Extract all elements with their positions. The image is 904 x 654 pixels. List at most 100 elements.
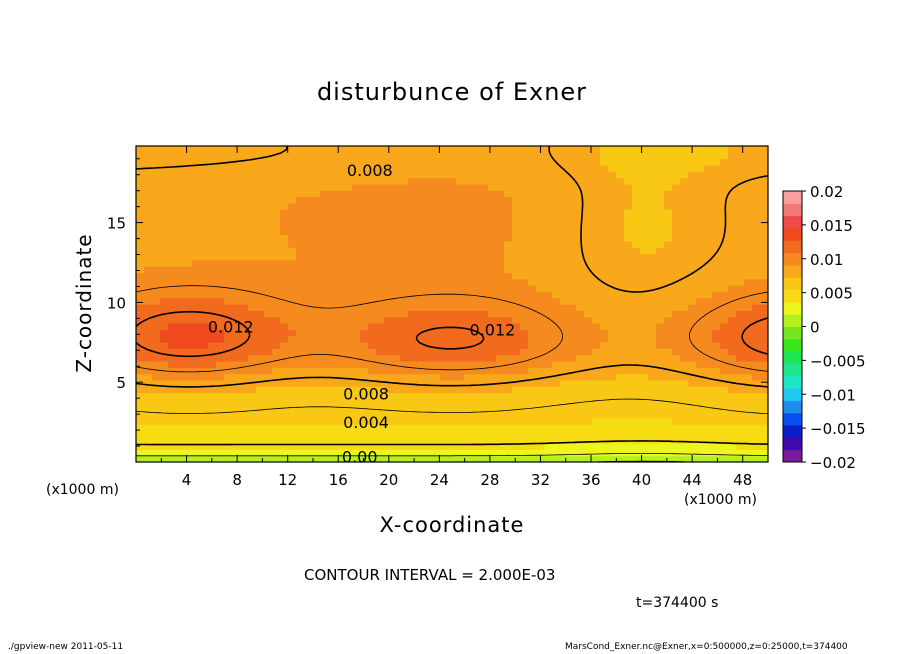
contour-cell — [480, 209, 489, 217]
contour-cell — [352, 215, 361, 223]
contour-cell — [528, 411, 537, 419]
contour-cell — [184, 152, 193, 160]
contour-cell — [752, 354, 761, 362]
contour-cell — [464, 405, 473, 413]
contour-cell — [576, 177, 585, 185]
contour-cell — [312, 310, 321, 318]
contour-cell — [528, 379, 537, 387]
contour-cell — [640, 272, 649, 280]
contour-cell — [632, 310, 641, 318]
contour-cell — [288, 171, 297, 179]
contour-cell — [328, 316, 337, 324]
contour-cell — [704, 196, 713, 204]
contour-cell — [720, 297, 729, 305]
contour-cell — [736, 209, 745, 217]
contour-cell — [720, 443, 729, 450]
contour-cell — [400, 278, 409, 286]
contour-cell — [232, 183, 241, 191]
contour-cell — [216, 164, 225, 172]
contour-cell — [152, 247, 161, 255]
contour-cell — [384, 164, 393, 172]
contour-cell — [408, 240, 417, 248]
contour-cell — [392, 221, 401, 229]
contour-cell — [496, 417, 505, 425]
contour-cell — [264, 297, 273, 305]
contour-cell — [248, 436, 257, 444]
contour-cell — [408, 436, 417, 444]
contour-cell — [568, 234, 577, 242]
contour-cell — [136, 316, 145, 324]
contour-cell — [744, 266, 753, 273]
contour-cell — [408, 152, 417, 160]
contour-cell — [584, 398, 593, 406]
contour-cell — [416, 455, 425, 462]
contour-cell — [168, 304, 177, 311]
contour-cell — [360, 158, 369, 166]
contour-cell — [480, 253, 489, 261]
contour-cell — [728, 392, 737, 400]
contour-cell — [288, 164, 297, 172]
contour-cell — [368, 424, 377, 431]
contour-cell — [648, 348, 657, 356]
contour-cell — [160, 379, 169, 387]
contour-cell — [288, 443, 297, 450]
contour-cell — [664, 367, 673, 375]
contour-cell — [464, 190, 473, 198]
contour-cell — [464, 335, 473, 343]
contour-cell — [256, 386, 265, 394]
contour-cell — [576, 278, 585, 286]
contour-cell — [688, 221, 697, 229]
contour-cell — [536, 348, 545, 356]
contour-cell — [240, 158, 249, 166]
contour-cell — [176, 297, 185, 305]
contour-cell — [152, 297, 161, 305]
contour-cell — [272, 234, 281, 242]
contour-cell — [224, 443, 233, 450]
contour-cell — [728, 386, 737, 394]
contour-cell — [424, 354, 433, 362]
contour-cell — [680, 341, 689, 349]
contour-cell — [240, 373, 249, 381]
contour-cell — [264, 234, 273, 242]
contour-cell — [192, 367, 201, 375]
contour-cell — [408, 215, 417, 223]
contour-cell — [600, 367, 609, 375]
contour-cell — [760, 417, 768, 425]
contour-cell — [608, 291, 617, 299]
contour-cell — [624, 424, 633, 431]
contour-cell — [152, 196, 161, 204]
contour-cell — [288, 240, 297, 248]
contour-cell — [664, 177, 673, 185]
contour-cell — [728, 234, 737, 242]
contour-cell — [512, 348, 521, 356]
contour-cell — [608, 360, 617, 368]
contour-cell — [520, 171, 529, 179]
contour-cell — [368, 164, 377, 172]
contour-cell — [752, 379, 761, 387]
contour-cell — [648, 158, 657, 166]
contour-cell — [680, 386, 689, 394]
contour-cell — [264, 164, 273, 172]
contour-cell — [504, 253, 513, 261]
contour-cell — [584, 259, 593, 267]
contour-cell — [360, 228, 369, 236]
contour-cell — [504, 215, 513, 223]
contour-cell — [184, 367, 193, 375]
contour-cell — [344, 455, 353, 462]
contour-cell — [584, 196, 593, 204]
contour-cell — [392, 436, 401, 444]
contour-cell — [592, 209, 601, 217]
contour-cell — [408, 253, 417, 261]
contour-cell — [664, 392, 673, 400]
contour-cell — [272, 354, 281, 362]
contour-cell — [632, 259, 641, 267]
contour-cell — [248, 386, 257, 394]
contour-cell — [752, 272, 761, 280]
contour-cell — [664, 436, 673, 444]
contour-cell — [296, 272, 305, 280]
contour-cell — [488, 202, 497, 210]
contour-cell — [224, 291, 233, 299]
contour-cell — [160, 177, 169, 185]
contour-cell — [392, 297, 401, 305]
contour-cell — [624, 430, 633, 438]
